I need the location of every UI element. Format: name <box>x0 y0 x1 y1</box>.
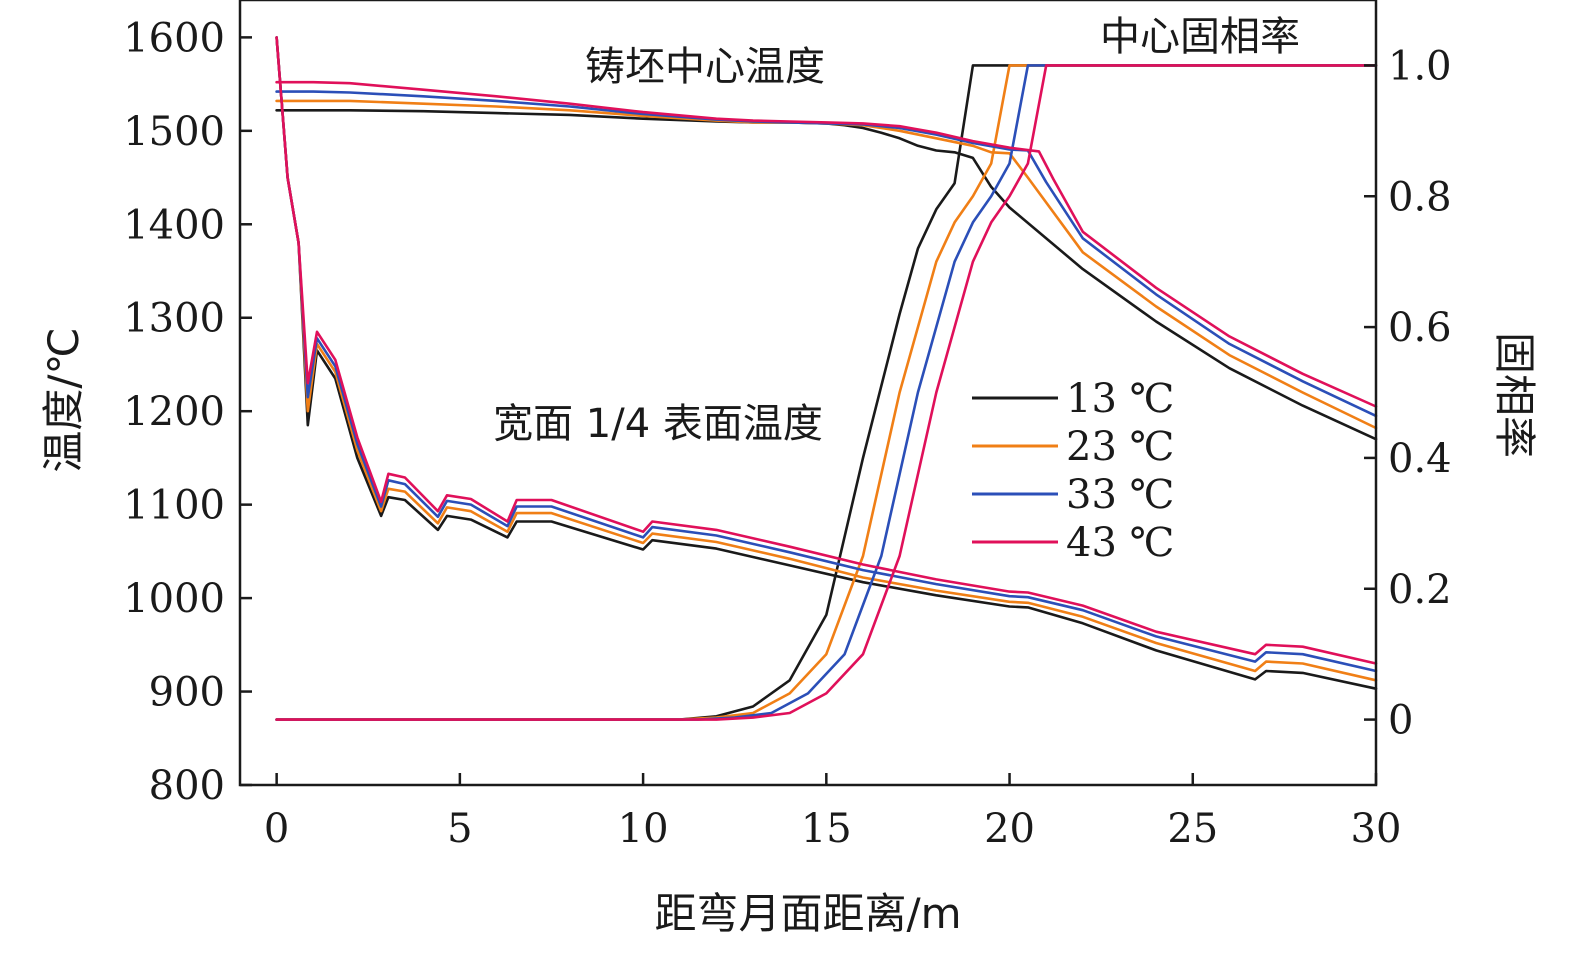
x-tick-label: 20 <box>984 806 1035 852</box>
center-temperature-line-0 <box>275 109 1378 441</box>
solid-fraction-line-2 <box>275 64 1378 721</box>
center-temperature-line-1 <box>275 99 1378 430</box>
plot-lines <box>275 36 1378 721</box>
y-axis-title: 温度/℃ <box>39 327 88 472</box>
surface-temperature-line-0 <box>275 36 1378 690</box>
solid-fraction-line-3 <box>275 64 1378 721</box>
x-tick-label: 0 <box>264 806 289 852</box>
solid-fraction-line-0 <box>275 64 1378 721</box>
x-axis-title: 距弯月面距离/m <box>654 889 961 938</box>
legend-label-1: 23 ℃ <box>1066 424 1174 470</box>
legend-label-2: 33 ℃ <box>1066 472 1174 518</box>
x-tick-label: 15 <box>801 806 852 852</box>
surface-temperature-line-3 <box>275 36 1378 665</box>
center-temperature-line-2 <box>275 90 1378 418</box>
annotation-surface-temperature: 宽面 1/4 表面温度 <box>493 401 823 447</box>
y-tick-label: 1300 <box>123 296 225 342</box>
x-tick-label: 5 <box>447 806 472 852</box>
y-tick-label: 1200 <box>123 389 225 435</box>
x-tick-label: 25 <box>1167 806 1218 852</box>
y2-tick-label: 0.4 <box>1388 436 1452 482</box>
y2-tick-label: 0.2 <box>1388 567 1452 613</box>
y-tick-label: 1100 <box>123 483 225 529</box>
axes: 0 5 10 15 20 25 30 800 900 1000 1100 1200 1300 1400 15… <box>123 15 1451 852</box>
y2-tick-label: 0 <box>1388 698 1413 744</box>
annotation-solid-fraction: 中心固相率 <box>1100 14 1300 60</box>
y-tick-label: 900 <box>149 670 225 716</box>
y-tick-label: 800 <box>149 763 225 809</box>
y-tick-label: 1500 <box>123 109 225 155</box>
surface-temperature-line-1 <box>275 36 1378 682</box>
y2-tick-label: 0.6 <box>1388 305 1452 351</box>
y-tick-label: 1400 <box>123 202 225 248</box>
y2-tick-label: 1.0 <box>1388 43 1452 89</box>
surface-temperature-line-2 <box>275 36 1378 673</box>
solid-fraction-line-1 <box>275 64 1378 721</box>
x-tick-label: 10 <box>618 806 669 852</box>
legend-label-0: 13 ℃ <box>1066 376 1174 422</box>
legend: 13 ℃23 ℃33 ℃43 ℃ <box>972 376 1174 566</box>
x-tick-label: 30 <box>1351 806 1402 852</box>
y-tick-label: 1000 <box>123 576 225 622</box>
y2-tick-label: 0.8 <box>1388 174 1452 220</box>
center-temperature-line-3 <box>275 80 1378 408</box>
y-tick-label: 1600 <box>123 15 225 61</box>
annotation-center-temperature: 铸坯中心温度 <box>585 44 825 90</box>
legend-label-3: 43 ℃ <box>1066 520 1174 566</box>
y2-axis-title: 固相率 <box>1490 332 1539 458</box>
plot-frame <box>238 0 1378 787</box>
